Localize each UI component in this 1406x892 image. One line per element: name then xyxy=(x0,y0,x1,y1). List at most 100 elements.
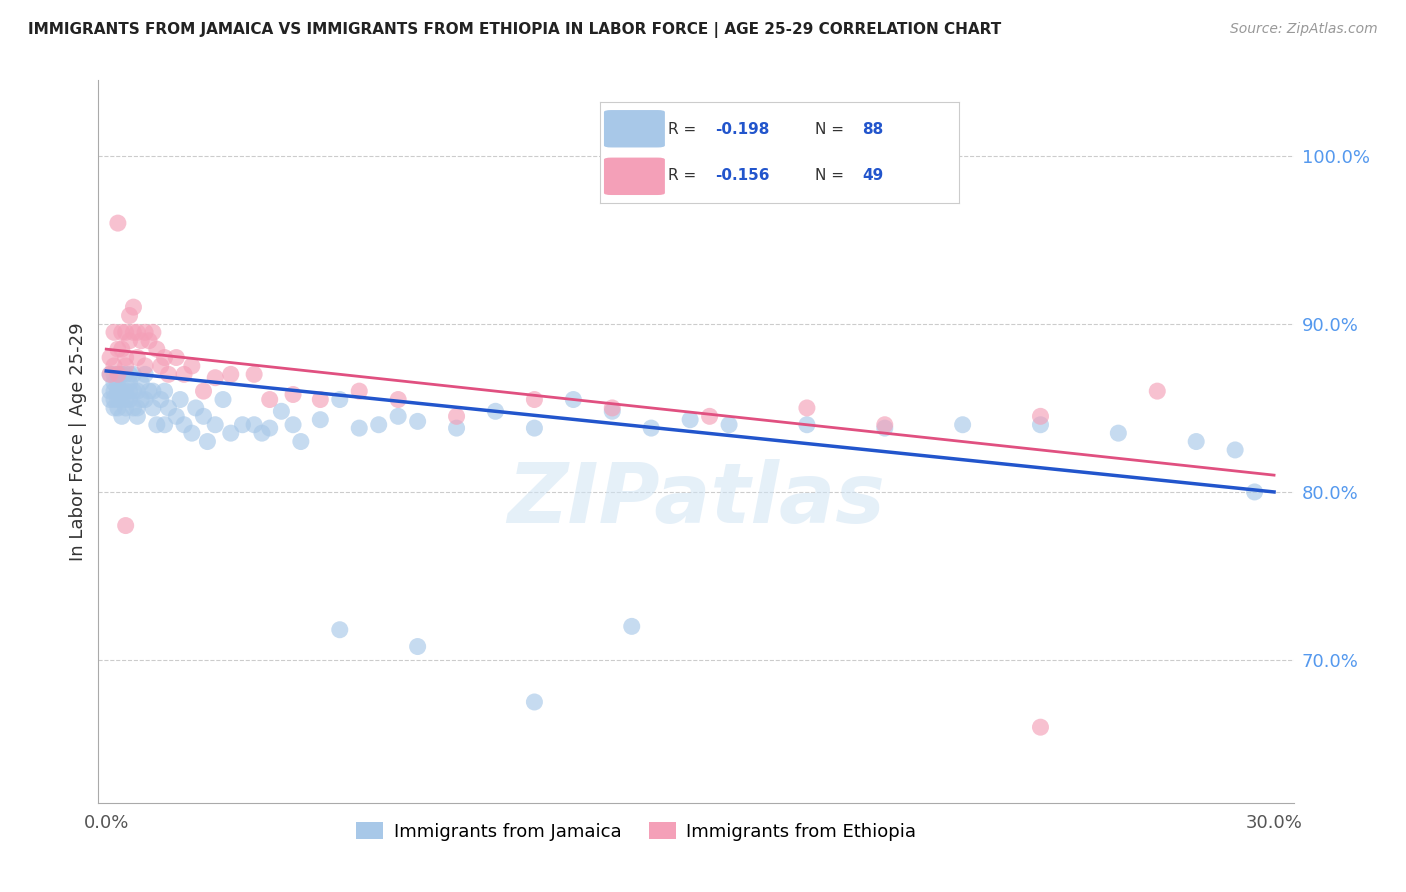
Point xyxy=(243,368,266,382)
Point xyxy=(122,368,145,382)
Point xyxy=(146,342,169,356)
Y-axis label: In Labor Force | Age 25-29: In Labor Force | Age 25-29 xyxy=(69,322,87,561)
Point xyxy=(134,326,156,340)
Point xyxy=(153,351,176,365)
Point xyxy=(107,384,129,398)
Point xyxy=(387,409,409,424)
Point xyxy=(1223,442,1246,457)
Point xyxy=(290,434,312,449)
Point xyxy=(127,384,149,398)
Point xyxy=(600,401,623,415)
Point xyxy=(281,417,304,432)
Point xyxy=(165,351,187,365)
Point xyxy=(122,326,145,340)
Point xyxy=(180,359,202,373)
Point xyxy=(718,417,741,432)
Point xyxy=(122,384,145,398)
Point xyxy=(250,426,273,441)
Point xyxy=(107,368,129,382)
Point xyxy=(114,326,136,340)
Point xyxy=(114,351,136,365)
Point xyxy=(118,368,141,382)
Point xyxy=(114,368,136,382)
Point xyxy=(129,376,152,390)
Point xyxy=(98,368,121,382)
Point xyxy=(142,326,165,340)
Point xyxy=(118,334,141,348)
Point xyxy=(122,401,145,415)
Point xyxy=(107,392,129,407)
Point xyxy=(329,392,352,407)
Point xyxy=(103,359,125,373)
Point xyxy=(111,342,134,356)
Point xyxy=(523,421,546,435)
Point xyxy=(118,384,141,398)
Point xyxy=(349,384,371,398)
Point xyxy=(127,409,149,424)
Point xyxy=(204,370,226,384)
Point xyxy=(149,359,172,373)
Point xyxy=(204,417,226,432)
Legend: Immigrants from Jamaica, Immigrants from Ethiopia: Immigrants from Jamaica, Immigrants from… xyxy=(349,815,924,848)
Point xyxy=(149,392,172,407)
Text: ZIPatlas: ZIPatlas xyxy=(508,458,884,540)
Point xyxy=(329,623,352,637)
Text: Source: ZipAtlas.com: Source: ZipAtlas.com xyxy=(1230,22,1378,37)
Point xyxy=(699,409,721,424)
Point xyxy=(212,392,235,407)
Point xyxy=(197,434,219,449)
Point xyxy=(98,368,121,382)
Point xyxy=(138,384,160,398)
Point xyxy=(180,426,202,441)
Point xyxy=(103,401,125,415)
Point xyxy=(103,326,125,340)
Point xyxy=(118,309,141,323)
Point xyxy=(127,351,149,365)
Point xyxy=(349,421,371,435)
Point xyxy=(134,368,156,382)
Point xyxy=(193,409,215,424)
Point xyxy=(107,216,129,230)
Point xyxy=(523,695,546,709)
Point xyxy=(153,384,176,398)
Point xyxy=(107,342,129,356)
Point xyxy=(98,351,121,365)
Point xyxy=(193,384,215,398)
Point xyxy=(523,392,546,407)
Point xyxy=(146,417,169,432)
Point xyxy=(796,417,818,432)
Point xyxy=(107,376,129,390)
Point xyxy=(259,421,281,435)
Point xyxy=(103,368,125,382)
Point xyxy=(114,359,136,373)
Point xyxy=(103,384,125,398)
Point xyxy=(562,392,585,407)
Point xyxy=(796,401,818,415)
Point xyxy=(406,414,429,428)
Point xyxy=(111,384,134,398)
Point xyxy=(173,417,195,432)
Point xyxy=(243,417,266,432)
Point xyxy=(134,392,156,407)
Point xyxy=(127,326,149,340)
Point xyxy=(231,417,253,432)
Point xyxy=(111,392,134,407)
Point xyxy=(111,326,134,340)
Point xyxy=(387,392,409,407)
Point xyxy=(111,409,134,424)
Point xyxy=(129,392,152,407)
Point xyxy=(952,417,974,432)
Point xyxy=(406,640,429,654)
Point xyxy=(1029,417,1052,432)
Point xyxy=(103,376,125,390)
Point xyxy=(219,368,242,382)
Point xyxy=(107,384,129,398)
Point xyxy=(367,417,389,432)
Point xyxy=(184,401,207,415)
Point xyxy=(1029,409,1052,424)
Point xyxy=(142,384,165,398)
Point xyxy=(484,404,506,418)
Point xyxy=(259,392,281,407)
Point xyxy=(127,401,149,415)
Point xyxy=(153,417,176,432)
